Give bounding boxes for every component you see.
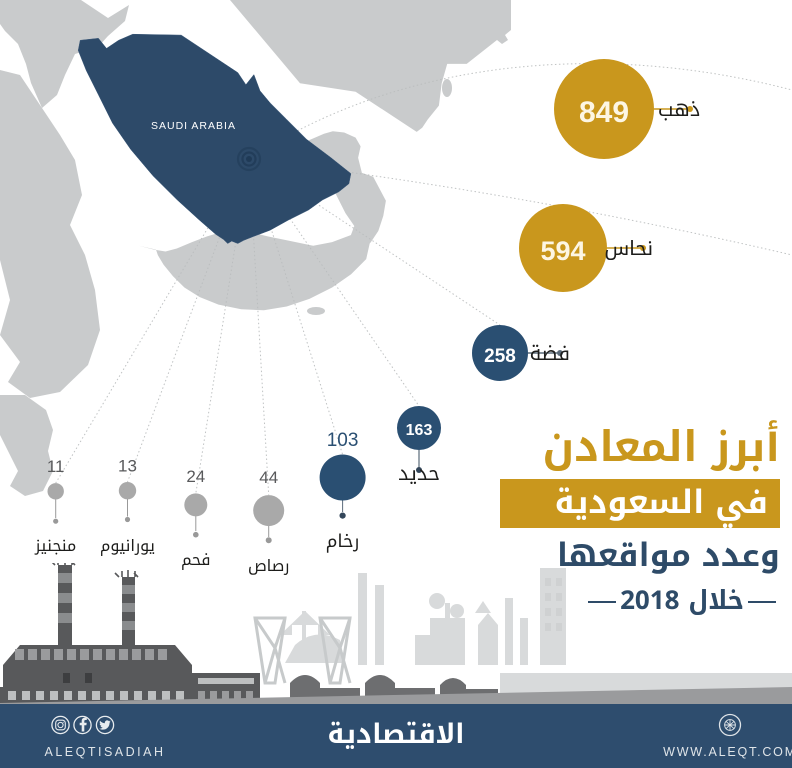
- svg-text:258: 258: [484, 346, 516, 367]
- svg-text:ذهب: ذهب: [658, 91, 700, 129]
- svg-text:WWW.ALEQT.COM: WWW.ALEQT.COM: [663, 745, 792, 759]
- svg-text:163: 163: [406, 422, 433, 439]
- svg-text:فضة: فضة: [530, 335, 570, 373]
- svg-text:منجنيز: منجنيز: [34, 530, 76, 561]
- svg-text:103: 103: [327, 430, 359, 451]
- svg-text:نحاس: نحاس: [604, 230, 653, 268]
- svg-text:594: 594: [540, 236, 585, 266]
- svg-text:ALEQTISADIAH: ALEQTISADIAH: [45, 745, 166, 759]
- svg-text:24: 24: [186, 467, 205, 486]
- svg-text:11: 11: [47, 457, 65, 476]
- svg-text:رخام: رخام: [326, 525, 360, 559]
- svg-text:حديد: حديد: [398, 455, 440, 493]
- svg-text:44: 44: [259, 468, 278, 487]
- svg-text:الاقتصادية: الاقتصادية: [327, 708, 464, 760]
- svg-text:يورانيوم: يورانيوم: [100, 530, 155, 561]
- svg-text:13: 13: [118, 457, 137, 476]
- svg-text:849: 849: [579, 96, 629, 129]
